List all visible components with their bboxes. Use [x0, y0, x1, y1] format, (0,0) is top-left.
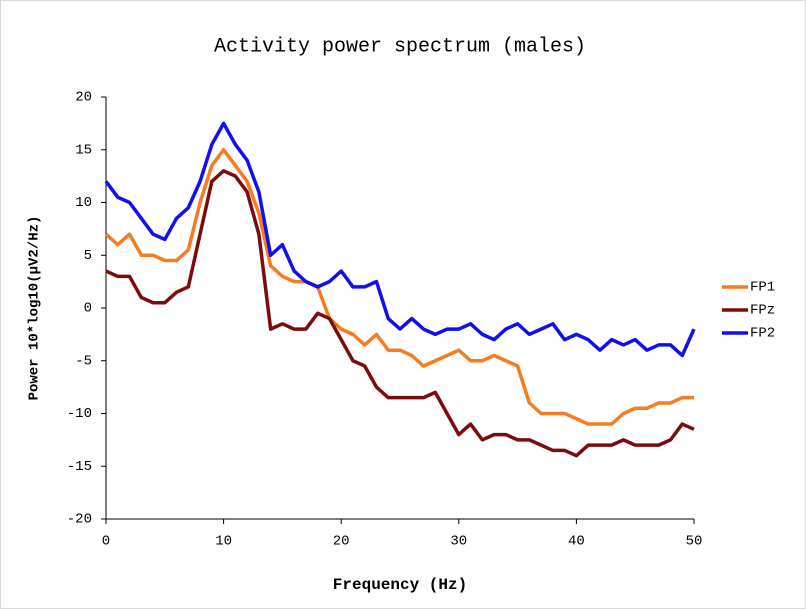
x-tick-label: 30 — [450, 534, 467, 550]
x-tick-label: 20 — [333, 534, 350, 550]
y-tick-label: -10 — [67, 406, 92, 422]
x-tick-label: 0 — [102, 534, 110, 550]
chart-title: Activity power spectrum (males) — [214, 35, 586, 58]
y-tick-label: 0 — [84, 301, 92, 317]
legend-label: FP2 — [750, 326, 775, 342]
legend-label: FPz — [750, 303, 775, 319]
y-tick-label: -20 — [67, 512, 92, 528]
y-tick-label: 10 — [75, 195, 92, 211]
series-line — [104, 148, 694, 426]
legend-label: FP1 — [750, 280, 775, 296]
x-tick-label: 10 — [215, 534, 232, 550]
y-tick-label: 15 — [75, 142, 92, 158]
y-tick-label: 5 — [84, 248, 92, 264]
x-axis-label: Frequency (Hz) — [333, 576, 467, 594]
y-tick-label: -15 — [67, 459, 92, 475]
y-tick-label: 20 — [75, 90, 92, 106]
x-tick-label: 40 — [568, 534, 585, 550]
series-line — [104, 121, 696, 358]
x-tick-label: 50 — [686, 534, 703, 550]
y-tick-label: -5 — [75, 353, 92, 369]
y-axis-label: Power 10*log10(μV2/Hz) — [27, 216, 43, 401]
series-line — [105, 169, 695, 458]
